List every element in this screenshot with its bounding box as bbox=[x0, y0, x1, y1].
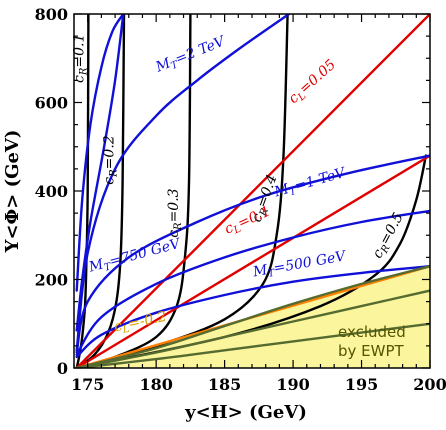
x-tick-label: 175 bbox=[71, 375, 104, 394]
y-tick-label: 800 bbox=[35, 5, 68, 24]
series-line-olive-2 bbox=[75, 289, 430, 368]
x-tick-label: 180 bbox=[139, 375, 172, 394]
series-lines bbox=[75, 14, 430, 368]
annotation-label: cR=0.3 bbox=[166, 188, 184, 237]
x-tick-label: 185 bbox=[208, 375, 241, 394]
y-tick-label: 0 bbox=[57, 359, 68, 378]
series-line-m-t-750-gev bbox=[75, 209, 430, 356]
series-line-extra-blue-1 bbox=[75, 14, 125, 332]
x-axis-title: y<H> (GeV) bbox=[184, 402, 307, 423]
y-tick-label: 200 bbox=[35, 271, 68, 290]
series-line-extra-blue-steep bbox=[75, 14, 125, 292]
excluded-label: excluded by EWPT bbox=[338, 323, 406, 360]
annotation-label: cL=0.05 bbox=[286, 57, 341, 109]
x-tick-label: 190 bbox=[276, 375, 309, 394]
series-line-olive-3 bbox=[75, 322, 430, 368]
series-line-c-l-0-1 bbox=[75, 154, 430, 368]
y-tick-label: 600 bbox=[35, 94, 68, 113]
annotation-label: cL=-0.2 bbox=[113, 309, 169, 338]
series-line-c-r-0-2 bbox=[75, 14, 126, 368]
annotation-label: cR=0.1 bbox=[72, 34, 90, 83]
x-tick-label: 200 bbox=[413, 375, 446, 394]
series-line-m-t-500-gev bbox=[75, 265, 430, 359]
series-line-m-t-1-tev bbox=[75, 154, 430, 354]
annotation-label: MT=750 GeV bbox=[86, 235, 184, 277]
series-line-m-t-2-tev bbox=[75, 14, 291, 352]
series-line-c-l-0-05 bbox=[75, 14, 430, 368]
axis-ticks: 175 180 185 190 195 200 0 200 400 600 800 bbox=[35, 5, 446, 394]
annotation-label: cR=0.2 bbox=[102, 135, 120, 184]
x-tick-label: 195 bbox=[345, 375, 378, 394]
y-axis-title: Y<Φ> (GeV) bbox=[2, 130, 23, 254]
y-tick-label: 400 bbox=[35, 182, 68, 201]
series-line-olive-1 bbox=[75, 265, 430, 368]
excluded-label-line1: excluded bbox=[338, 323, 406, 341]
excluded-label-line2: by EWPT bbox=[338, 342, 405, 360]
